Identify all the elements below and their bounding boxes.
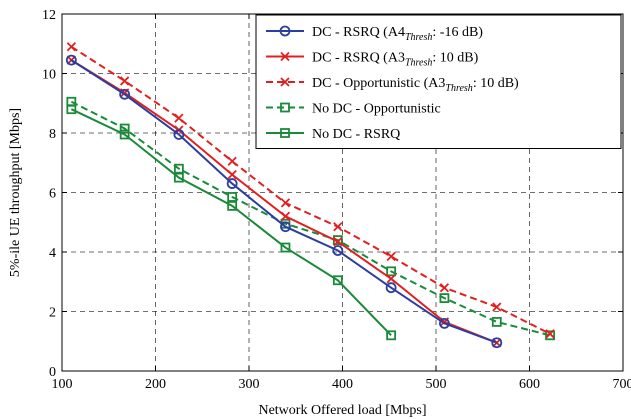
legend-box	[255, 14, 622, 149]
legend-label: No DC - Opportunistic	[312, 102, 441, 117]
x-tick-label: 100	[52, 377, 73, 392]
y-tick-label: 12	[42, 8, 56, 23]
y-tick-label: 2	[49, 306, 56, 321]
legend-item: DC - RSRQ (A3Thresh: 10 dB)	[266, 51, 479, 69]
data-point	[333, 222, 343, 232]
x-tick-label: 600	[519, 377, 540, 392]
data-point	[226, 178, 238, 189]
data-point	[280, 221, 291, 233]
y-tick-label: 6	[49, 187, 56, 202]
legend-label: No DC - RSRQ	[312, 127, 400, 142]
data-point	[545, 330, 555, 341]
series-layer	[65, 42, 555, 349]
data-point	[65, 54, 77, 66]
legend-item: No DC - RSRQ	[266, 127, 400, 142]
series-line	[70, 59, 498, 344]
data-point	[386, 251, 396, 262]
legend-item: No DC - Opportunistic	[266, 102, 441, 117]
data-point	[386, 266, 397, 277]
data-point	[119, 129, 130, 140]
data-point	[385, 282, 397, 294]
legend-label: DC - RSRQ (A4Thresh: -16 dB)	[312, 25, 483, 43]
data-point	[386, 274, 396, 284]
data-point	[333, 236, 343, 247]
legend-marker	[280, 128, 290, 138]
series-1	[65, 54, 503, 349]
data-point	[173, 163, 184, 174]
data-point	[332, 275, 343, 286]
data-point	[120, 76, 130, 86]
data-point	[227, 200, 238, 211]
y-tick-label: 8	[49, 127, 56, 142]
data-point	[439, 283, 450, 293]
legend-marker	[280, 51, 290, 62]
series-line	[70, 108, 392, 336]
series-5	[66, 104, 397, 341]
data-point	[66, 42, 76, 52]
y-tick-label: 0	[49, 365, 56, 380]
data-point	[280, 211, 291, 221]
legend-item: DC - RSRQ (A4Thresh: -16 dB)	[266, 25, 483, 43]
data-point	[439, 317, 450, 329]
data-point	[173, 129, 185, 140]
legend-item: DC - Opportunistic (A3Thresh: 10 dB)	[266, 76, 519, 94]
data-point	[492, 302, 502, 312]
series-line	[70, 45, 551, 335]
data-point	[66, 96, 77, 107]
x-tick-label: 700	[613, 377, 631, 392]
data-point	[174, 113, 184, 123]
y-tick-label: 10	[42, 68, 56, 83]
y-axis-label: 5%-ile UE throughput [Mbps]	[8, 108, 23, 277]
data-point	[227, 156, 237, 166]
data-point	[227, 192, 238, 202]
legend-marker	[280, 77, 290, 87]
legend: DC - RSRQ (A4Thresh: -16 dB) DC - RSRQ (A…	[255, 14, 622, 149]
data-point	[227, 170, 237, 180]
data-point	[173, 172, 184, 183]
data-point	[439, 293, 450, 304]
data-point	[386, 330, 397, 341]
data-point	[545, 329, 555, 339]
data-point	[491, 317, 502, 327]
x-axis-ticks: 100 200 300 400 500 600 700	[52, 14, 631, 392]
x-tick-label: 500	[426, 377, 447, 392]
y-tick-label: 4	[49, 246, 56, 261]
x-tick-label: 200	[145, 377, 166, 392]
legend-label: DC - RSRQ (A3Thresh: 10 dB)	[312, 51, 479, 69]
legend-label: DC - Opportunistic (A3Thresh: 10 dB)	[312, 76, 519, 94]
x-tick-label: 400	[332, 377, 353, 392]
data-point	[280, 242, 291, 253]
x-tick-label: 300	[239, 377, 260, 392]
data-point	[119, 123, 130, 134]
data-point	[332, 245, 344, 256]
data-point	[119, 88, 131, 100]
data-point	[491, 337, 503, 349]
legend-marker	[280, 102, 290, 113]
legend-marker	[279, 25, 291, 37]
series-line	[70, 100, 551, 337]
x-axis-label: Network Offered load [Mbps]	[258, 403, 426, 418]
series-3	[66, 42, 555, 339]
data-point	[280, 198, 291, 208]
